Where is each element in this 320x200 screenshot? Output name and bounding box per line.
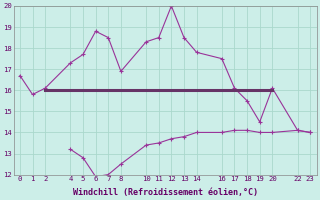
- X-axis label: Windchill (Refroidissement éolien,°C): Windchill (Refroidissement éolien,°C): [73, 188, 258, 197]
